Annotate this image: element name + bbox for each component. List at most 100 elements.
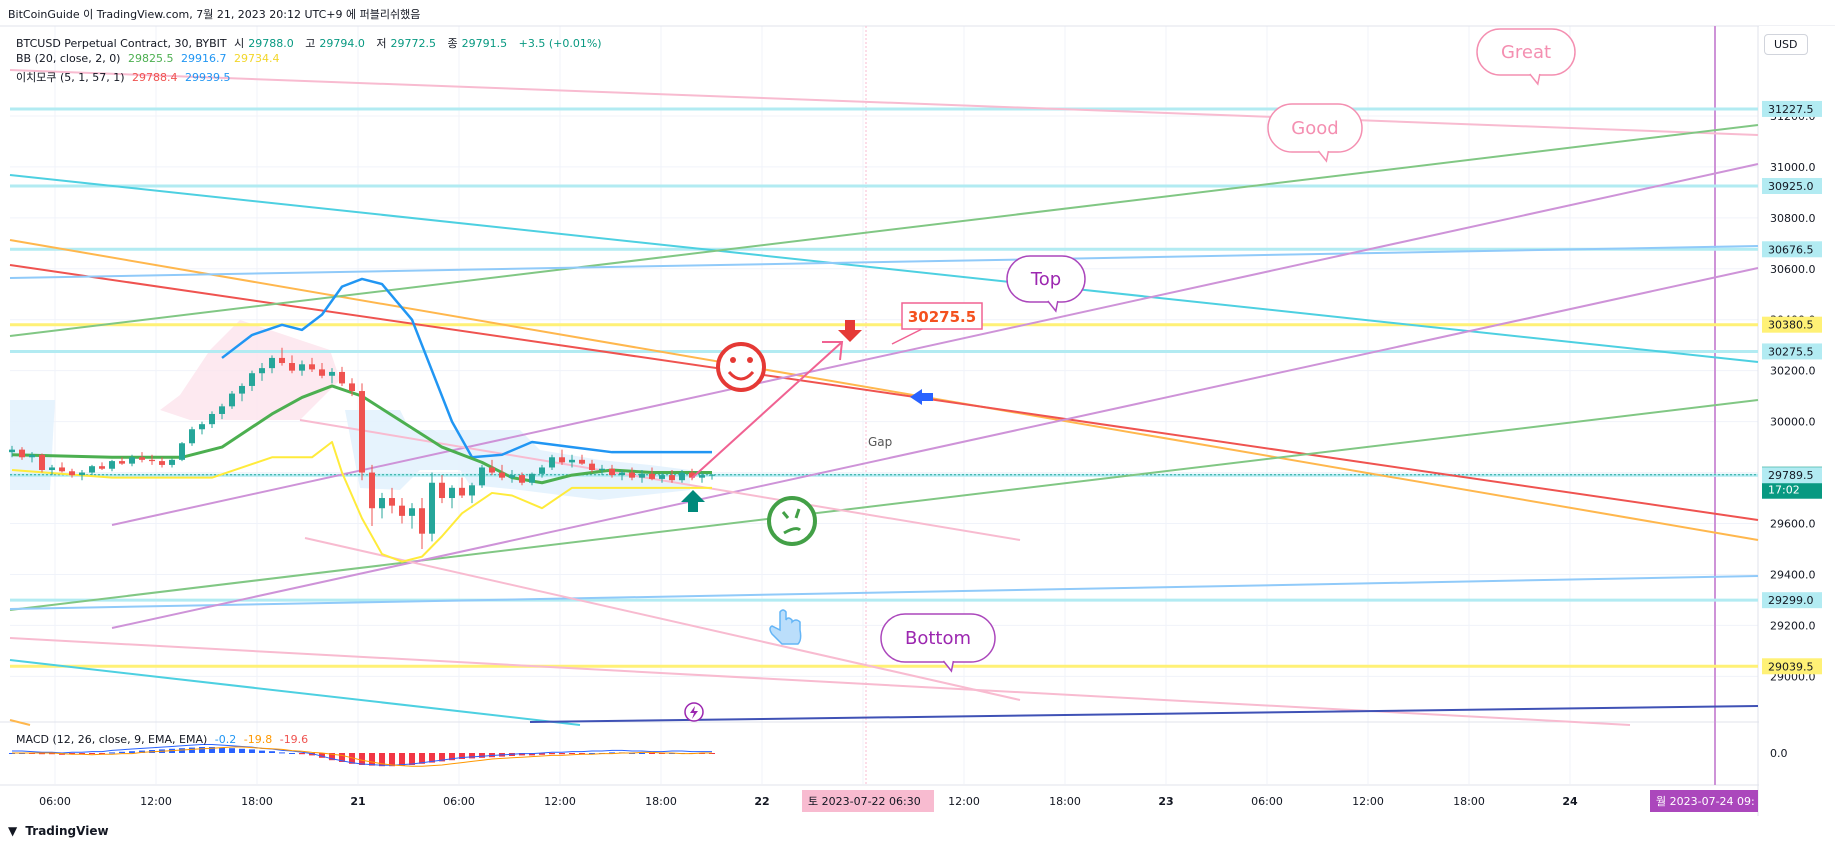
trendline[interactable]	[304, 537, 1021, 701]
macd-bar	[119, 751, 125, 753]
bb-legend[interactable]: BB (20, close, 2, 0) 29825.5 29916.7 297…	[16, 52, 283, 65]
brand-name: TradingView	[25, 824, 109, 838]
candle-body	[409, 508, 415, 516]
price-label-text: 31227.5	[1768, 103, 1814, 116]
trendline[interactable]	[9, 659, 581, 726]
candle-body	[599, 468, 605, 471]
trendline[interactable]	[9, 69, 1759, 136]
candle-body	[29, 454, 35, 458]
trendline[interactable]	[9, 399, 1759, 611]
bb-lower-line	[11, 440, 712, 563]
macd-bar	[529, 753, 535, 756]
trendline[interactable]	[111, 267, 1759, 629]
candle-body	[319, 369, 325, 376]
macd-bar	[139, 750, 145, 753]
top-callout-tail	[1047, 300, 1059, 313]
price-label-text: 29789.5	[1768, 469, 1814, 482]
trendline[interactable]	[9, 575, 1759, 610]
candle-body	[429, 482, 435, 534]
trendline[interactable]	[9, 239, 1759, 541]
candle-body	[239, 385, 245, 394]
candle-body	[649, 473, 655, 479]
currency-button[interactable]: USD	[1764, 34, 1808, 55]
good-callout[interactable]: Good	[1267, 103, 1363, 163]
macd-legend[interactable]: MACD (12, 26, close, 9, EMA, EMA) -0.2 -…	[16, 733, 312, 746]
top-callout[interactable]: Top	[1006, 255, 1086, 313]
time-tick-label: 12:00	[1352, 795, 1384, 808]
price-label: 29039.5	[1762, 658, 1822, 675]
trendline[interactable]	[9, 264, 1759, 521]
price-label-text: 30380.5	[1768, 319, 1814, 332]
price-label-bg	[1762, 316, 1822, 333]
candle-body	[329, 371, 335, 376]
macd-bar	[199, 747, 205, 753]
ichimoku-value-2: 29939.5	[185, 71, 231, 84]
target-price-callout[interactable]: 30275.5	[891, 302, 983, 345]
price-label-bg	[1762, 467, 1822, 484]
tradingview-logo-icon: ▼	[8, 824, 18, 838]
candle-body	[439, 482, 445, 499]
candle-body	[499, 472, 505, 478]
candle-body	[619, 472, 625, 476]
candle-body	[339, 371, 345, 384]
price-tick-label: 30000.0	[1770, 416, 1816, 429]
macd-bar	[559, 753, 565, 755]
candle-body	[519, 475, 525, 483]
trendline[interactable]	[9, 124, 1759, 337]
macd-bar	[349, 753, 355, 764]
trendline[interactable]	[299, 419, 1021, 541]
open-value: 29788.0	[248, 37, 294, 50]
candle-body	[109, 461, 115, 469]
candle-body	[709, 474, 715, 476]
candle-body	[569, 459, 575, 463]
target-price-pointer	[891, 328, 923, 345]
attribution-text: BitCoinGuide 이 TradingView.com, 7월 21, 2…	[8, 8, 421, 21]
candle-body	[159, 461, 165, 465]
candle-body	[669, 475, 675, 481]
price-tick-label: 30800.0	[1770, 212, 1816, 225]
lightning-icon[interactable]	[684, 702, 704, 722]
macd-value-1: -0.2	[214, 733, 237, 746]
trendline[interactable]	[9, 245, 1759, 279]
macd-bar	[209, 747, 215, 753]
candle-body	[139, 457, 145, 460]
candle-body	[479, 467, 485, 486]
ohlc-high: 고 29794.0	[305, 37, 369, 50]
price-axis[interactable]: 31200.031000.030800.030600.030400.030200…	[1759, 26, 1835, 790]
macd-bar	[459, 753, 465, 759]
macd-bar	[639, 753, 645, 754]
high-value: 29794.0	[319, 37, 365, 50]
close-value: 29791.5	[461, 37, 508, 50]
symbol-legend[interactable]: BTCUSD Perpetual Contract, 30, BYBIT 시 29…	[16, 35, 606, 51]
macd-bar	[219, 747, 225, 753]
trendlines	[9, 69, 1759, 726]
candle-body	[369, 472, 375, 509]
projection-arrow-head	[822, 341, 844, 361]
trendline[interactable]	[529, 705, 1759, 723]
trendline[interactable]	[111, 163, 1759, 526]
time-tick-label: 18:00	[1049, 795, 1081, 808]
trendline[interactable]	[9, 719, 31, 726]
macd-bar	[409, 753, 415, 765]
time-axis[interactable]: 06:00 12:00 18:00 21 06:00 12:00 18:00 22 06:00 1…	[39, 790, 1758, 812]
candle-body	[349, 383, 355, 392]
bottom-callout[interactable]: Bottom	[880, 613, 996, 673]
price-tick-label: 29600.0	[1770, 518, 1816, 531]
macd-bar	[39, 753, 45, 755]
price-tick-label: 31000.0	[1770, 161, 1816, 174]
candle-body	[89, 466, 95, 473]
candle-body	[279, 357, 285, 364]
date-label-text: 월 2023-07-24 09:	[1656, 795, 1755, 808]
candle-body	[49, 467, 55, 471]
macd-bar	[299, 753, 305, 755]
ichimoku-legend[interactable]: 이치모쿠 (5, 1, 57, 1) 29788.4 29939.5	[16, 69, 235, 85]
macd-line	[12, 744, 712, 766]
ohlc-open: 시 29788.0	[234, 37, 298, 50]
great-callout[interactable]: Great	[1476, 28, 1576, 86]
cloud-blue	[345, 410, 690, 500]
macd-bar	[419, 753, 425, 764]
candle-body	[659, 475, 665, 479]
left-arrow-icon	[910, 389, 933, 405]
top-callout-label: Top	[1030, 269, 1061, 290]
